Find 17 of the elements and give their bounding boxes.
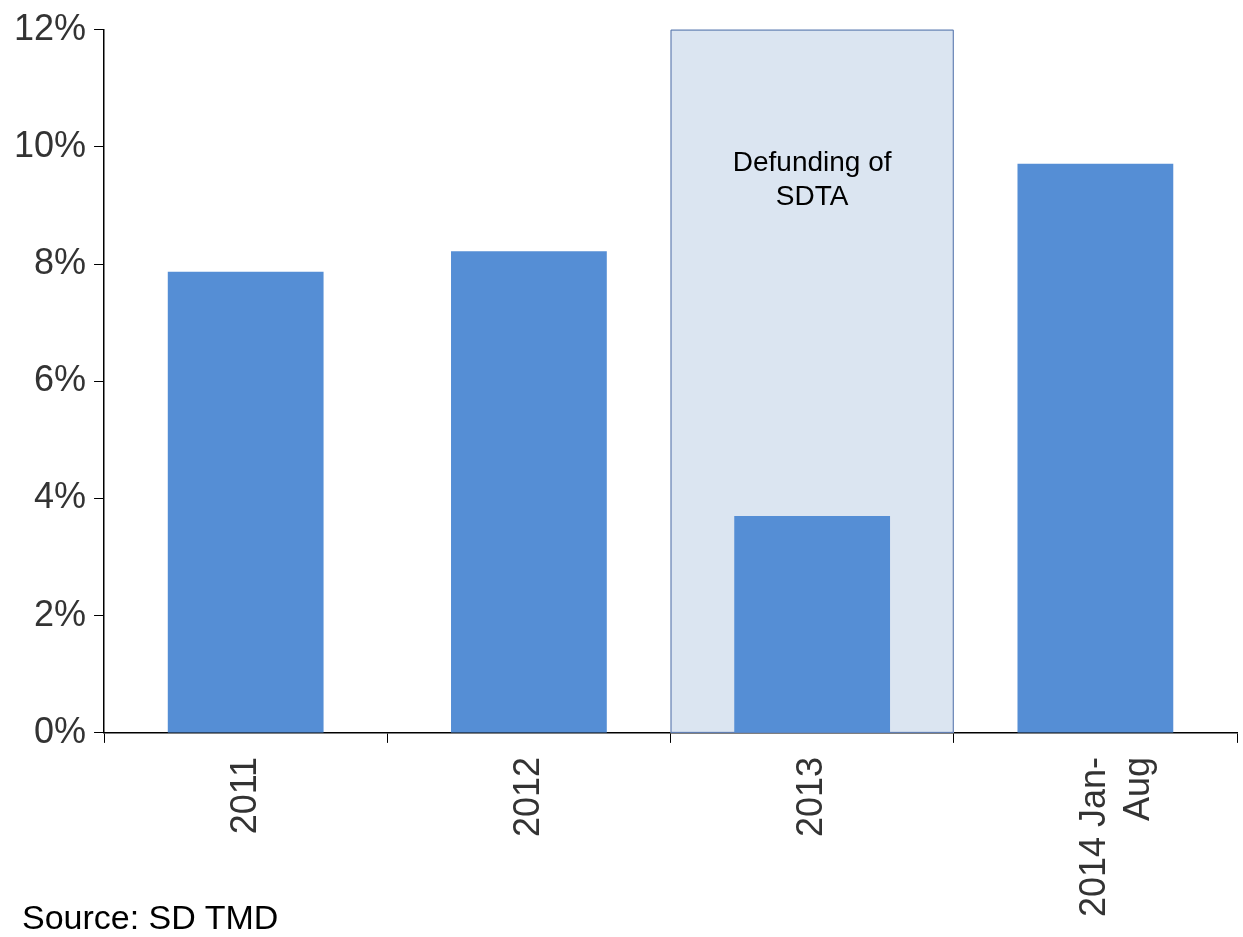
- x-tick-label: 2014 Jan-Aug: [1072, 756, 1157, 918]
- source-note: Source: SD TMD: [22, 898, 279, 937]
- y-tick-label: 12%: [13, 6, 87, 48]
- y-tick-label: 8%: [34, 240, 87, 282]
- y-tick-label: 6%: [34, 358, 87, 400]
- y-tick-label: 10%: [13, 123, 87, 165]
- x-tick-label: 2011: [222, 756, 264, 835]
- band-label: Defunding of SDTA: [732, 146, 892, 212]
- y-tick-label: 0%: [34, 709, 87, 751]
- y-tick-label: 2%: [34, 592, 87, 634]
- bar: [451, 251, 607, 733]
- bar: [1017, 163, 1174, 733]
- x-tick-label: 2012: [505, 756, 547, 837]
- bar: [167, 271, 324, 733]
- y-tick-label: 4%: [34, 475, 87, 517]
- x-tick-label: 2013: [789, 756, 831, 837]
- bar: [734, 516, 891, 733]
